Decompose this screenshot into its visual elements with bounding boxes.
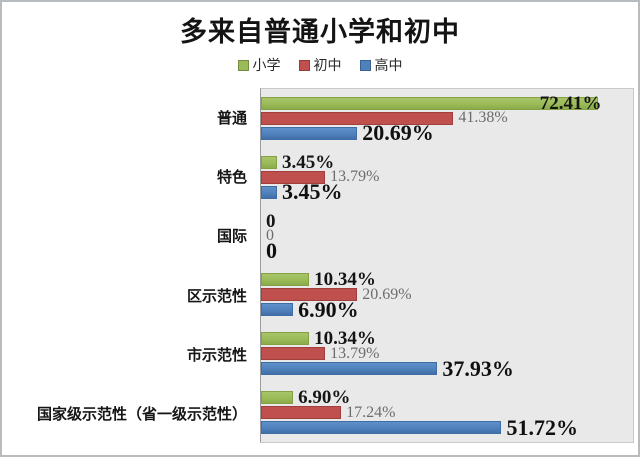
bar bbox=[261, 332, 310, 346]
legend-label: 小学 bbox=[252, 59, 281, 74]
bar bbox=[261, 406, 342, 420]
value-label: 13.79% bbox=[330, 168, 380, 186]
category-axis: 普通特色国际区示范性市示范性国家级示范性（省一级示范性） bbox=[2, 88, 254, 443]
bar-row: 20.69% bbox=[261, 285, 633, 303]
bar-row: 17.24% bbox=[261, 403, 633, 421]
bar bbox=[261, 170, 326, 184]
bar bbox=[261, 185, 278, 199]
category-label: 市示范性 bbox=[186, 347, 247, 364]
value-label: 0 bbox=[266, 227, 274, 245]
value-label: 72.41% bbox=[539, 92, 602, 114]
legend-label: 高中 bbox=[374, 59, 403, 74]
category-label: 国际 bbox=[216, 229, 247, 246]
chart-title: 多来自普通小学和初中 bbox=[180, 17, 460, 47]
bar-row: 0 bbox=[261, 240, 633, 262]
value-label: 3.45% bbox=[282, 179, 343, 205]
bar-row: 13.79% bbox=[261, 168, 633, 186]
value-label: 20.69% bbox=[362, 285, 412, 303]
legend-swatch bbox=[359, 59, 371, 71]
legend: 小学 初中 高中 bbox=[2, 55, 638, 75]
bar-row: 10.34% bbox=[261, 269, 633, 291]
plot-area: 72.41% 41.38% 20.69% 3.45% 13.79% 3.45% 0 0 0 10.… bbox=[260, 88, 634, 443]
bar-row: 0 bbox=[261, 210, 633, 232]
bar-row: 72.41% bbox=[261, 92, 633, 114]
bar bbox=[261, 421, 502, 435]
legend-item: 初中 bbox=[298, 55, 342, 75]
bar-row: 37.93% bbox=[261, 357, 633, 379]
category-label: 区示范性 bbox=[186, 288, 247, 305]
bar-row: 3.45% bbox=[261, 151, 633, 173]
bar bbox=[261, 273, 310, 287]
bar-row: 10.34% bbox=[261, 328, 633, 350]
bar-group: 3.45% 13.79% 3.45% bbox=[261, 148, 633, 207]
value-label: 20.69% bbox=[362, 120, 434, 146]
value-label: 13.79% bbox=[330, 344, 380, 362]
value-label: 10.34% bbox=[314, 328, 376, 350]
bar-group: 10.34% 13.79% 37.93% bbox=[261, 324, 633, 383]
legend-swatch bbox=[237, 59, 249, 71]
bar-group: 72.41% 41.38% 20.69% bbox=[261, 89, 633, 148]
value-label: 17.24% bbox=[346, 403, 396, 421]
bar bbox=[261, 126, 358, 140]
legend-item: 小学 bbox=[237, 55, 281, 75]
legend-item: 高中 bbox=[359, 55, 403, 75]
bar-row: 20.69% bbox=[261, 122, 633, 144]
legend-swatch bbox=[298, 59, 310, 71]
bar bbox=[261, 96, 598, 110]
bar-row: 41.38% bbox=[261, 109, 633, 127]
value-label: 0 bbox=[266, 238, 277, 264]
category-label: 特色 bbox=[216, 170, 247, 187]
bar-row: 13.79% bbox=[261, 344, 633, 362]
bar-row: 6.90% bbox=[261, 387, 633, 409]
value-label: 0 bbox=[266, 210, 276, 232]
bar bbox=[261, 347, 326, 361]
value-label: 51.72% bbox=[506, 414, 578, 440]
bar-group: 10.34% 20.69% 6.90% bbox=[261, 265, 633, 324]
value-label: 37.93% bbox=[442, 355, 514, 381]
bar-row: 51.72% bbox=[261, 416, 633, 438]
category-label: 普通 bbox=[216, 111, 247, 128]
bar bbox=[261, 288, 358, 302]
value-label: 3.45% bbox=[282, 151, 335, 173]
value-label: 41.38% bbox=[458, 109, 508, 127]
bar bbox=[261, 303, 294, 317]
bar-row: 0 bbox=[261, 227, 633, 245]
bar bbox=[261, 362, 438, 376]
value-label: 10.34% bbox=[314, 269, 376, 291]
bar bbox=[261, 391, 294, 405]
bar-group: 6.90% 17.24% 51.72% bbox=[261, 383, 633, 442]
legend-label: 初中 bbox=[313, 59, 342, 74]
bar bbox=[261, 155, 278, 169]
value-label: 6.90% bbox=[298, 296, 359, 322]
bar-row: 3.45% bbox=[261, 181, 633, 203]
category-label: 国家级示范性（省一级示范性） bbox=[36, 406, 247, 423]
bar-row: 6.90% bbox=[261, 298, 633, 320]
bar bbox=[261, 111, 454, 125]
value-label: 6.90% bbox=[298, 387, 351, 409]
